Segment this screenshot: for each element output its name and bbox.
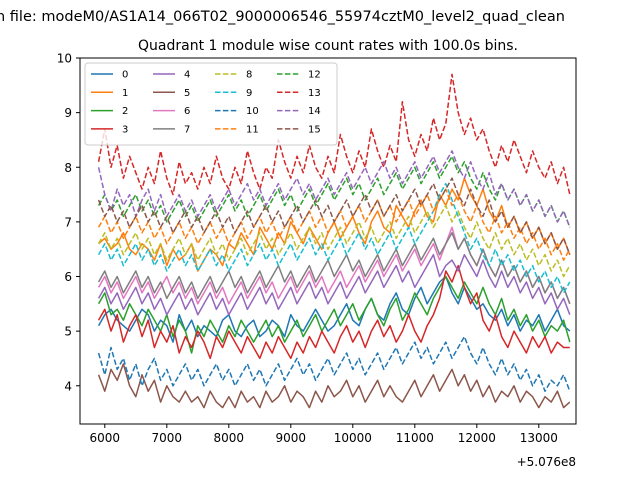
series-line-12 <box>97 155 571 228</box>
x-tick-label: 11000 <box>396 431 434 445</box>
legend-label: 6 <box>184 106 190 117</box>
x-axis-ticks: 6000 7000 8000 9000 10000 11000 12000 13000 <box>90 424 558 445</box>
series-line-3 <box>97 264 570 360</box>
legend-label: 13 <box>308 88 321 99</box>
x-offset-label: +5.076e8 <box>517 455 576 469</box>
legend-label: 8 <box>246 70 252 81</box>
legend-label: 11 <box>246 124 259 135</box>
y-tick-label: 8 <box>64 161 72 175</box>
series-line-15 <box>97 177 571 255</box>
x-tick-label: 10000 <box>334 431 372 445</box>
y-axis-ticks: 4 5 6 7 8 9 10 <box>57 52 80 393</box>
x-tick-label: 9000 <box>276 431 307 445</box>
x-tick-label: 12000 <box>458 431 496 445</box>
legend-label: 14 <box>308 106 321 117</box>
legend-label: 9 <box>246 88 252 99</box>
series-line-13 <box>97 73 571 196</box>
series-line-10 <box>97 335 571 392</box>
series-line-2 <box>97 275 571 354</box>
series-line-7 <box>97 232 571 305</box>
legend-label: 15 <box>308 124 321 135</box>
legend-label: 7 <box>184 124 190 135</box>
series-line-9 <box>97 182 571 294</box>
legend-label: 3 <box>122 124 128 135</box>
y-tick-label: 6 <box>64 270 72 284</box>
x-tick-label: 8000 <box>214 431 245 445</box>
series-line-8 <box>97 204 571 278</box>
x-tick-label: 13000 <box>520 431 558 445</box>
chart-title: Quadrant 1 module wise count rates with … <box>138 38 518 54</box>
series-line-5 <box>97 363 571 409</box>
series-lines <box>97 73 571 409</box>
y-tick-label: 4 <box>64 379 72 393</box>
legend-label: 0 <box>122 70 128 81</box>
x-tick-label: 6000 <box>90 431 121 445</box>
series-line-4 <box>97 253 571 316</box>
y-tick-label: 10 <box>57 52 72 66</box>
legend-label: 4 <box>184 70 190 81</box>
figure-suptitle: n file: modeM0/AS1A14_066T02_9000006546_… <box>0 9 565 25</box>
legend-label: 2 <box>122 106 128 117</box>
y-tick-label: 9 <box>64 106 72 120</box>
legend-label: 12 <box>308 70 321 81</box>
y-tick-label: 5 <box>64 325 72 339</box>
y-tick-label: 7 <box>64 215 72 229</box>
x-tick-label: 7000 <box>152 431 183 445</box>
legend-label: 1 <box>122 88 128 99</box>
series-line-14 <box>97 150 571 228</box>
axes-frame <box>79 57 577 425</box>
legend-label: 5 <box>184 88 190 99</box>
legend-label: 10 <box>246 106 259 117</box>
legend-box <box>84 62 338 146</box>
series-line-11 <box>97 188 571 261</box>
